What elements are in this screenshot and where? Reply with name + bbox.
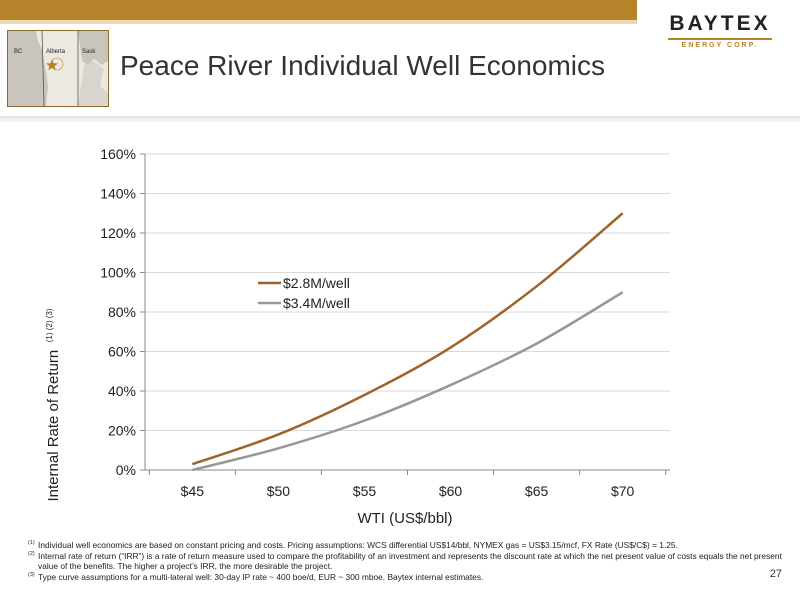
y-tick-label-3: 60% <box>108 344 136 360</box>
footnote-3-text: Type curve assumptions for a multi-later… <box>38 571 484 582</box>
series-line-0 <box>191 212 624 466</box>
star-icon <box>46 59 58 71</box>
header-accent-bar <box>0 0 637 20</box>
y-tick-label-8: 160% <box>100 146 136 162</box>
y-tick-label-6: 120% <box>100 225 136 241</box>
series-line-1 <box>192 291 624 472</box>
logo-rule <box>668 38 772 40</box>
header-accent-stripe <box>0 20 637 24</box>
company-logo: BAYTEX ENERGY CORP. <box>650 12 790 62</box>
map-label-alberta: Alberta <box>46 49 66 55</box>
y-tick-label-0: 0% <box>116 462 136 478</box>
page-title: Peace River Individual Well Economics <box>120 50 606 81</box>
y-tick-label-5: 100% <box>100 265 136 281</box>
footnote-3-marker: (3) <box>28 571 35 578</box>
footnotes: (1) Individual well economics are based … <box>28 540 788 582</box>
footnote-1: (1) Individual well economics are based … <box>28 540 788 551</box>
region-map-thumbnail: BC Alberta Sask <box>7 30 109 107</box>
logo-wordmark: BAYTEX <box>669 12 771 35</box>
y-axis-title: Internal Rate of Return (1) (2) (3) <box>45 308 62 501</box>
x-tick-label-5: $70 <box>611 483 635 499</box>
irr-line-chart: 0% 20% 40% 60% 80% 100% 120% 140% 160% $45 $50 $55 $… <box>45 146 670 527</box>
x-tick-label-2: $55 <box>353 483 377 499</box>
logo-subtitle: ENERGY CORP. <box>681 42 759 49</box>
page-number: 27 <box>769 568 782 580</box>
legend-label-0: $2.8M/well <box>283 275 350 291</box>
y-axis-title-main: Internal Rate of Return <box>45 350 62 502</box>
x-tick-label-3: $60 <box>439 483 463 499</box>
footnote-1-marker: (1) <box>28 540 35 546</box>
footnote-2: (2) Internal rate of return (“IRR”) is a… <box>28 551 788 572</box>
footnote-2-text: Internal rate of return (“IRR”) is a rat… <box>38 550 782 572</box>
y-tick-label-1: 20% <box>108 423 136 439</box>
x-axis-title: WTI (US$/bbl) <box>357 510 452 527</box>
footnote-3: (3) Type curve assumptions for a multi-l… <box>28 572 788 583</box>
x-tick-label-4: $65 <box>525 483 549 499</box>
chart-series <box>191 212 624 472</box>
map-label-bc: BC <box>14 49 23 55</box>
map-label-sask: Sask <box>82 49 96 55</box>
y-axis-title-footnote-refs: (1) (2) (3) <box>45 308 54 342</box>
chart-legend: $2.8M/well $3.4M/well <box>258 275 350 311</box>
y-tick-label-2: 40% <box>108 383 136 399</box>
region-map-graphic: BC Alberta Sask <box>8 31 108 106</box>
footnote-1-text: Individual well economics are based on c… <box>38 540 678 550</box>
chart-gridlines <box>145 153 670 431</box>
legend-label-1: $3.4M/well <box>283 295 350 311</box>
y-tick-label-7: 140% <box>100 186 136 202</box>
footnote-2-marker: (2) <box>28 550 35 557</box>
chart-axes: 0% 20% 40% 60% 80% 100% 120% 140% 160% $45 $50 $55 $… <box>100 146 670 499</box>
x-tick-label-0: $45 <box>181 483 205 499</box>
x-tick-label-1: $50 <box>267 483 291 499</box>
header-divider <box>0 116 800 123</box>
y-tick-label-4: 80% <box>108 304 136 320</box>
